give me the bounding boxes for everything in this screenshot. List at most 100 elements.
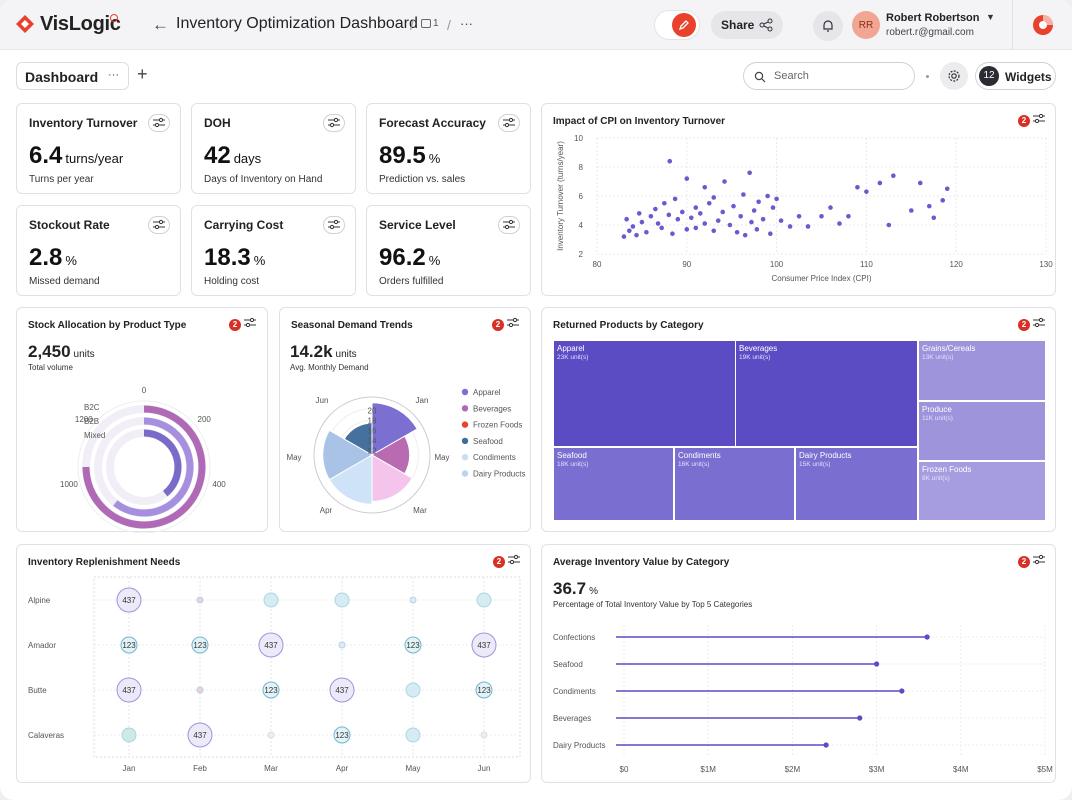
lollipop-head (823, 742, 829, 748)
seasonal-demand-card: Seasonal Demand Trends 2 14.2k units Avg.… (279, 307, 531, 532)
treemap-tile[interactable]: Frozen Foods 8K unit(s) (919, 462, 1045, 520)
tick-label: 1200 (75, 415, 93, 424)
treemap-tile[interactable]: Beverages 19K unit(s) (736, 341, 917, 446)
treemap-tile[interactable]: Dairy Products 15K unit(s) (796, 448, 917, 520)
filter-badge[interactable]: 2 (1018, 317, 1048, 332)
scatter-point (864, 189, 869, 194)
scatter-point (667, 158, 673, 164)
user-menu-chevron-icon[interactable]: ▼ (986, 12, 995, 22)
kpi-subtitle: Orders fulfilled (379, 276, 444, 287)
x-tick-label: 90 (682, 260, 691, 269)
kpi-title: Inventory Turnover (29, 116, 138, 130)
user-name[interactable]: Robert Robertson (886, 12, 980, 24)
filter-icon[interactable] (148, 216, 170, 234)
x-tick-label: Jun (478, 764, 491, 773)
widgets-button[interactable]: 12 Widgets (975, 62, 1056, 90)
bubble (475, 681, 493, 699)
dashboard-toolbar: Dashboard ··· + Search 12 Widgets (0, 50, 1072, 102)
tab-more-icon[interactable]: ··· (108, 69, 119, 81)
radial-bar (82, 405, 206, 529)
y-tick-label: Seafood (553, 660, 583, 669)
tab-dashboard[interactable]: Dashboard ··· (16, 62, 129, 90)
x-tick-label: $5M (1037, 765, 1053, 774)
add-tab-button[interactable]: + (137, 64, 148, 84)
filter-icon[interactable] (323, 114, 345, 132)
filter-badge[interactable]: 2 (492, 317, 522, 332)
scatter-point (731, 203, 736, 209)
sheet-count[interactable]: 1 (421, 18, 439, 29)
app-switcher-icon[interactable] (1031, 13, 1055, 37)
scatter-point (666, 212, 672, 218)
scatter-point (940, 198, 946, 203)
tile-value: 8K unit(s) (922, 475, 950, 482)
notifications-bell-icon[interactable] (813, 11, 843, 41)
treemap-tile[interactable]: Produce 11K unit(s) (919, 402, 1045, 460)
scatter-point (891, 173, 896, 178)
kpi-card: Service Level 96.2% Orders fulfilled (366, 205, 531, 296)
y-tick-label: Dairy Products (553, 741, 605, 750)
treemap-tile[interactable]: Condiments 16K unit(s) (675, 448, 794, 520)
edit-icon (672, 13, 696, 37)
y-tick-label: 4 (579, 221, 584, 230)
treemap-tile[interactable]: Seafood 18K unit(s) (554, 448, 673, 520)
radial-tick: 18 (368, 416, 377, 425)
filter-badge[interactable]: 2 (1018, 553, 1048, 571)
scatter-point (639, 219, 645, 225)
share-button[interactable]: Share (711, 11, 783, 39)
filter-icon (1032, 553, 1046, 571)
bubble-ghost (196, 596, 204, 604)
more-menu[interactable]: ··· (460, 16, 473, 31)
radial-tick: 16 (368, 426, 377, 435)
top-bar: VisLogic ← Inventory Optimization Dashbo… (0, 0, 1072, 50)
filter-icon[interactable] (498, 216, 520, 234)
filter-icon[interactable] (148, 114, 170, 132)
scatter-chart: 80 90 100 110 120 130 2 4 6 8 10 Consumer Price Ind… (556, 134, 1053, 283)
y-tick-label: Calaveras (28, 731, 64, 740)
polar-sector (343, 422, 373, 456)
filter-icon[interactable] (498, 114, 520, 132)
widget-count-badge: 12 (979, 66, 999, 86)
filter-icon[interactable] (323, 216, 345, 234)
bubble (187, 722, 213, 748)
x-tick-label: 110 (860, 260, 873, 269)
filter-badge[interactable]: 2 (229, 317, 259, 332)
scatter-point (711, 195, 717, 200)
bubble-label: 437 (122, 686, 136, 695)
scatter-point (693, 225, 699, 231)
scatter-point (711, 228, 717, 234)
radial-bar (143, 429, 182, 497)
avatar[interactable]: RR (852, 11, 880, 39)
tile-label: Frozen Foods (922, 465, 972, 474)
tile-label: Beverages (739, 344, 778, 353)
filter-badge[interactable]: 2 (1018, 113, 1048, 128)
y-tick-label: 2 (579, 250, 584, 259)
scatter-point (787, 224, 793, 229)
tile-label: Condiments (678, 451, 721, 460)
bubble-ghost (334, 592, 350, 608)
radial-track (77, 400, 211, 533)
tile-value: 19K unit(s) (739, 354, 771, 361)
scatter-point (749, 219, 754, 225)
tile-label: Dairy Products (799, 451, 852, 460)
angle-label: Jun (316, 396, 329, 405)
settings-gear-icon[interactable] (940, 62, 968, 90)
radial-bar-chart: B2C B2B Mixed 0 200 400 600 800 1000 1200 (60, 386, 226, 533)
x-tick-label: 80 (593, 260, 602, 269)
kpi-value: 2.8% (29, 244, 77, 271)
back-arrow-icon[interactable]: ← (152, 15, 169, 34)
bubble-ghost (121, 727, 137, 743)
card-title: Average Inventory Value by Category (553, 557, 730, 568)
edit-toggle[interactable] (654, 10, 700, 40)
scatter-point (778, 218, 784, 223)
bubble-label: 437 (477, 641, 491, 650)
scatter-point (760, 216, 766, 222)
filter-badge[interactable]: 2 (493, 554, 523, 569)
search-input[interactable]: Search (743, 62, 915, 90)
bubble-grid-chart: Jan Feb Mar Apr May Jun Alpine Amador Butte Calav… (28, 576, 521, 773)
treemap-tile[interactable]: Apparel 23K unit(s) (554, 341, 735, 446)
treemap-tile[interactable]: Grains/Cereals 13K unit(s) (919, 341, 1045, 400)
y-tick-label: 10 (574, 134, 583, 143)
bubble-ghost (196, 686, 204, 694)
tile-value: 13K unit(s) (922, 354, 954, 361)
scatter-point (805, 224, 811, 229)
